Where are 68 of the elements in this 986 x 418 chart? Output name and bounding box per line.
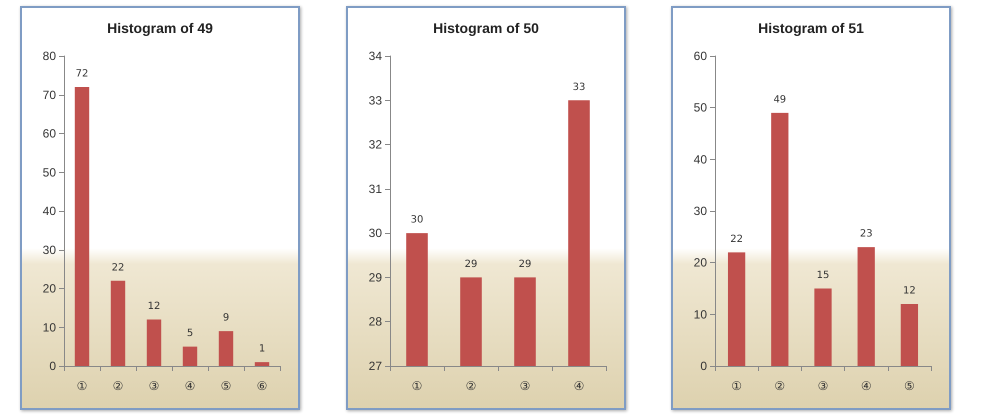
bar (74, 87, 90, 366)
chart-title: Histogram of 49 (107, 20, 214, 36)
y-tick-label: 33 (368, 93, 382, 108)
y-tick-label: 30 (368, 226, 382, 240)
x-tick-label: ① (76, 379, 88, 393)
chart-title: Histogram of 50 (433, 20, 540, 36)
y-tick-label: 27 (368, 359, 382, 373)
x-tick-label: ④ (184, 379, 196, 393)
x-tick-label: ② (112, 379, 124, 393)
x-tick-label: ② (466, 379, 476, 393)
y-tick-label: 30 (694, 204, 708, 218)
data-label: 1 (258, 344, 266, 355)
x-tick-label: ⑥ (256, 379, 268, 393)
x-tick-label: ③ (520, 379, 530, 393)
data-label: 12 (148, 301, 160, 312)
bar (182, 346, 198, 366)
data-label: 72 (76, 68, 88, 80)
data-label: 30 (410, 214, 424, 226)
y-tick-label: 80 (42, 49, 56, 63)
bar (146, 320, 162, 366)
y-tick-label: 31 (368, 182, 382, 196)
x-tick-label: ③ (818, 379, 828, 393)
y-tick-label: 10 (42, 320, 56, 334)
data-label: 22 (730, 234, 743, 245)
bar (858, 247, 875, 366)
data-label: 33 (572, 82, 586, 93)
y-tick-label: 70 (42, 88, 56, 102)
bar (900, 304, 918, 366)
y-tick-label: 60 (694, 49, 708, 63)
data-label: 29 (518, 258, 532, 270)
data-label: 5 (186, 328, 194, 340)
data-label: 12 (903, 286, 916, 296)
bar (110, 280, 126, 366)
bar (814, 288, 832, 366)
x-tick-label: ⑤ (904, 379, 915, 393)
chart-title: Histogram of 51 (758, 20, 864, 36)
y-tick-label: 32 (368, 138, 382, 152)
x-tick-label: ① (731, 379, 742, 393)
x-tick-label: ② (774, 379, 786, 393)
data-label: 22 (112, 262, 124, 274)
y-tick-label: 40 (694, 152, 708, 166)
y-tick-label: 20 (42, 282, 56, 296)
x-tick-label: ⑤ (220, 379, 232, 393)
bar (728, 252, 746, 366)
data-label: 49 (773, 94, 786, 106)
data-label: 9 (222, 312, 230, 324)
bar (218, 331, 234, 366)
y-tick-label: 0 (49, 359, 56, 373)
x-tick-label: ④ (860, 379, 872, 393)
y-tick-label: 30 (42, 242, 56, 257)
x-tick-label: ① (412, 379, 422, 393)
y-tick-label: 40 (42, 204, 56, 218)
y-tick-label: 20 (694, 256, 708, 270)
x-tick-label: ③ (148, 379, 160, 393)
bar (771, 112, 788, 366)
bar (254, 362, 270, 366)
data-label: 23 (860, 228, 873, 240)
y-tick-label: 28 (368, 314, 382, 329)
y-tick-label: 34 (368, 49, 382, 63)
data-label: 15 (816, 270, 830, 281)
data-label: 29 (464, 258, 478, 270)
y-tick-label: 60 (42, 126, 56, 140)
y-tick-label: 10 (694, 307, 708, 322)
y-tick-label: 0 (700, 359, 708, 373)
y-tick-label: 29 (368, 270, 382, 284)
y-tick-label: 50 (694, 100, 708, 115)
x-tick-label: ④ (574, 379, 584, 393)
y-tick-label: 50 (42, 165, 56, 180)
